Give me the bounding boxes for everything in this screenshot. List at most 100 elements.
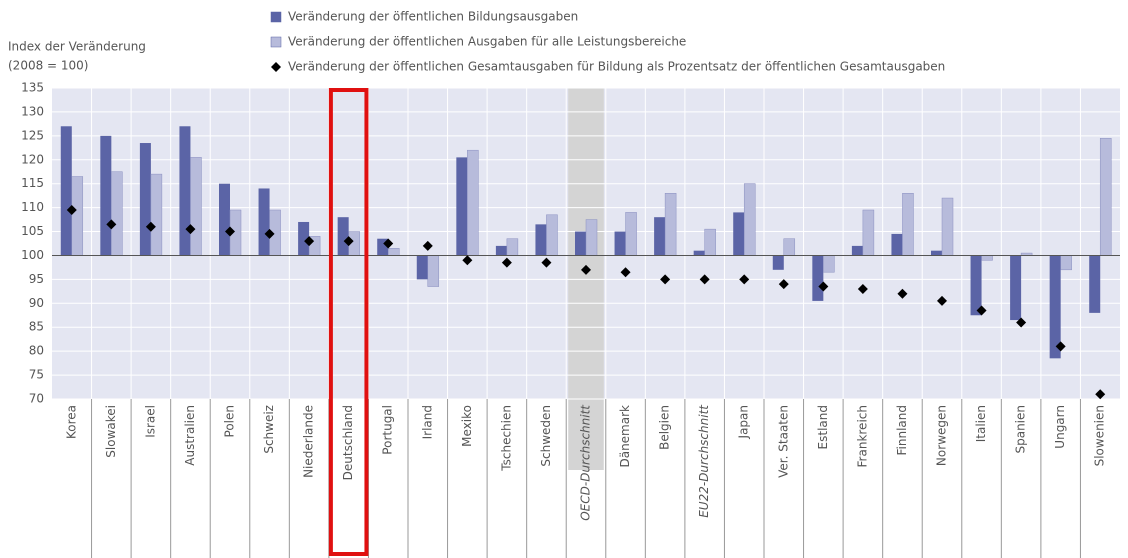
diamond-marker [343,236,354,247]
bar [535,224,547,256]
bar [1049,255,1061,359]
x-tick-label: EU22-Durchschnitt [697,404,711,518]
bar [1089,255,1101,313]
x-tick-label: Portugal [381,405,395,455]
legend-label: Veränderung der öffentlichen Ausgaben fü… [288,35,686,49]
bar [1010,255,1022,321]
bar [941,197,954,256]
bar [704,228,716,256]
diamond-marker [897,288,908,299]
y-tick-label: 95 [29,272,44,286]
bar [743,183,756,256]
bar [1060,255,1072,271]
x-tick-label: Frankreich [855,405,869,467]
legend-swatch [270,36,282,48]
x-tick-label: Polen [223,405,237,437]
bar [139,143,151,256]
bar [812,255,824,301]
y-tick-label: 70 [29,392,44,406]
y-tick-label: 110 [21,200,44,214]
bar [614,231,626,256]
bar [851,245,863,256]
bar [416,255,428,280]
diamond-marker [581,264,591,275]
bar [60,126,72,256]
x-tick-label: Spanien [1014,405,1028,454]
x-tick-label: Irland [420,405,434,439]
diamond-marker [422,240,433,251]
diamond-marker [106,219,117,230]
diamond-marker [225,226,235,237]
diamond-marker [1055,341,1066,352]
legend-swatch [271,62,281,72]
bar [506,238,519,256]
bar [71,176,84,256]
bar [733,212,745,256]
x-tick-label: Israel [143,405,157,438]
diamond-marker [660,274,671,285]
diamond-marker [818,281,829,292]
bar [862,209,875,256]
x-tick-label: Schweiz [262,405,276,454]
bar [298,221,310,256]
y-tick-label: 130 [21,104,44,118]
bar [585,219,598,256]
bar [981,255,993,261]
y-axis-label: (2008 = 100) [8,59,89,73]
bar [467,149,479,256]
x-tick-label: Estland [816,405,830,449]
diamond-marker [66,205,77,216]
diamond-marker [185,224,196,235]
diamond-marker [501,257,512,268]
legend-label: Veränderung der öffentlichen Gesamtausga… [288,60,945,74]
bar [783,238,796,256]
y-axis-label: Index der Veränderung [8,40,146,54]
diamond-marker [739,274,750,285]
diamond-marker [462,255,473,266]
bar [891,233,903,256]
bar [931,250,942,256]
x-tick-label: Italien [974,405,988,442]
diamond-marker [976,305,987,316]
y-tick-label: 120 [21,152,44,166]
bar [693,250,705,256]
bar [219,183,230,256]
y-tick-label: 80 [29,344,44,358]
x-tick-label: Ver. Staaten [776,405,790,478]
diamond-marker [145,221,156,232]
y-tick-label: 125 [21,128,44,142]
x-tick-label: Deutschland [341,405,355,480]
bar [664,193,677,256]
highlight-box [328,88,369,556]
bar [654,217,666,256]
x-tick-label: Dänemark [618,405,632,468]
x-tick-label: Belgien [658,405,672,450]
diamond-marker [304,236,315,247]
bar [179,126,191,256]
y-tick-label: 85 [29,320,44,334]
x-tick-label: Korea [64,405,78,439]
diamond-marker [699,274,710,285]
y-tick-label: 100 [21,248,44,262]
x-tick-label: Australien [183,405,197,466]
bar [456,157,468,256]
diamond-marker [383,238,394,249]
diamond-marker [541,257,552,268]
diamond-marker [264,228,275,239]
bar [150,173,163,256]
bar [823,255,835,273]
x-tick-label: OECD-Durchschnitt [579,404,593,521]
x-tick-label: Japan [737,405,751,439]
x-tick-label: Norwegen [935,405,949,466]
bar [546,214,558,256]
bar [258,188,270,256]
diamond-marker [620,267,631,278]
bar [377,238,389,256]
y-tick-label: 135 [21,81,44,95]
diamond-marker [1095,389,1106,400]
bar [495,245,507,256]
bar [387,248,400,256]
x-tick-label: Finnland [895,405,909,455]
legend-swatch [270,11,282,23]
